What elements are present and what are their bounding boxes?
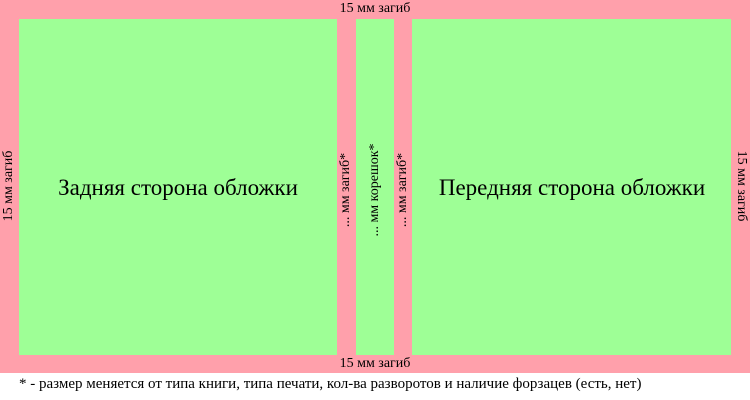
top-fold-label: 15 мм загиб <box>339 1 411 16</box>
bottom-fold-label: 15 мм загиб <box>339 356 411 371</box>
left-fold-label: 15 мм загиб <box>1 150 16 222</box>
right-fold-label: 15 мм загиб <box>734 150 749 222</box>
left-spine-fold-label: ... мм загиб* <box>338 152 353 228</box>
spine-label: ... мм корешок* <box>367 143 382 237</box>
front-cover-label: Передняя сторона обложки <box>438 175 706 200</box>
back-cover-label: Задняя сторона обложки <box>58 175 298 200</box>
front-cover-panel <box>412 19 731 355</box>
right-spine-fold-label: ... мм загиб* <box>395 152 410 228</box>
spine-panel <box>356 19 394 355</box>
footnote: * - размер меняется от типа книги, типа … <box>19 376 642 392</box>
back-cover-panel <box>19 19 337 355</box>
